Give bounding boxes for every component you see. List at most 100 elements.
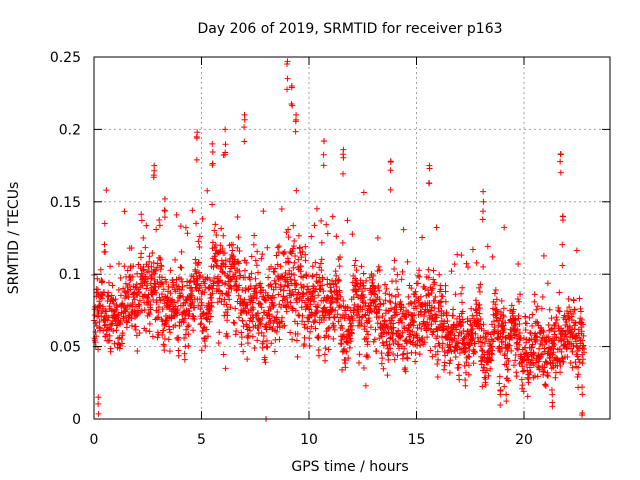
data-point bbox=[95, 400, 102, 407]
data-point bbox=[488, 321, 495, 328]
data-point bbox=[439, 293, 446, 300]
data-point bbox=[380, 365, 387, 372]
data-point bbox=[297, 263, 304, 270]
data-point bbox=[442, 282, 449, 289]
data-point bbox=[499, 318, 506, 325]
data-point bbox=[285, 258, 292, 265]
data-point bbox=[520, 388, 527, 395]
data-point bbox=[248, 270, 255, 277]
data-point bbox=[416, 351, 423, 358]
data-point bbox=[445, 323, 452, 330]
data-point bbox=[575, 364, 582, 371]
data-point bbox=[276, 336, 283, 343]
data-point bbox=[344, 217, 351, 224]
data-point bbox=[336, 263, 343, 270]
data-point bbox=[433, 314, 440, 321]
data-point bbox=[299, 318, 306, 325]
data-point bbox=[287, 329, 294, 336]
data-point bbox=[322, 357, 329, 364]
data-point bbox=[501, 224, 508, 231]
data-point bbox=[243, 322, 250, 329]
data-point bbox=[156, 217, 163, 224]
data-point bbox=[151, 287, 158, 294]
data-point bbox=[274, 244, 281, 251]
data-point bbox=[437, 286, 444, 293]
data-point bbox=[574, 374, 581, 381]
data-point bbox=[559, 241, 566, 248]
data-point bbox=[235, 292, 242, 299]
data-point bbox=[156, 294, 163, 301]
data-point bbox=[178, 276, 185, 283]
data-point bbox=[172, 322, 179, 329]
data-point bbox=[493, 307, 500, 314]
data-point bbox=[541, 364, 548, 371]
data-point bbox=[249, 318, 256, 325]
data-point bbox=[317, 260, 324, 267]
data-point bbox=[503, 391, 510, 398]
data-point bbox=[492, 301, 499, 308]
data-point bbox=[165, 283, 172, 290]
data-point bbox=[296, 294, 303, 301]
data-point bbox=[569, 348, 576, 355]
data-point bbox=[453, 326, 460, 333]
data-point bbox=[127, 277, 134, 284]
data-point bbox=[432, 318, 439, 325]
data-point bbox=[117, 275, 124, 282]
data-point bbox=[487, 331, 494, 338]
data-point bbox=[220, 232, 227, 239]
data-point bbox=[138, 217, 145, 224]
data-point bbox=[465, 353, 472, 360]
data-point bbox=[252, 285, 259, 292]
data-point bbox=[258, 329, 265, 336]
data-point bbox=[424, 321, 431, 328]
data-point bbox=[477, 281, 484, 288]
data-point bbox=[230, 319, 237, 326]
data-point bbox=[281, 248, 288, 255]
data-point bbox=[277, 263, 284, 270]
data-point bbox=[429, 315, 436, 322]
data-point bbox=[470, 360, 477, 367]
data-point bbox=[211, 253, 218, 260]
data-point bbox=[529, 341, 536, 348]
data-point bbox=[312, 259, 319, 266]
data-point bbox=[236, 314, 243, 321]
data-point bbox=[215, 273, 222, 280]
data-point bbox=[428, 289, 435, 296]
data-point bbox=[348, 338, 355, 345]
data-point bbox=[536, 345, 543, 352]
data-point bbox=[313, 307, 320, 314]
data-point bbox=[534, 303, 541, 310]
data-point bbox=[563, 318, 570, 325]
data-point bbox=[531, 298, 538, 305]
data-point bbox=[210, 264, 217, 271]
data-point bbox=[296, 244, 303, 251]
data-point bbox=[489, 253, 496, 260]
data-point bbox=[189, 287, 196, 294]
data-point bbox=[404, 350, 411, 357]
data-point bbox=[106, 303, 113, 310]
data-point bbox=[519, 382, 526, 389]
data-point bbox=[320, 138, 327, 145]
data-point bbox=[211, 274, 218, 281]
data-point bbox=[434, 333, 441, 340]
data-point bbox=[259, 251, 266, 258]
data-point bbox=[401, 345, 408, 352]
data-point bbox=[201, 280, 208, 287]
data-point bbox=[259, 314, 266, 321]
data-point bbox=[525, 356, 532, 363]
data-point bbox=[269, 313, 276, 320]
data-point bbox=[264, 244, 271, 251]
data-point bbox=[212, 258, 219, 265]
data-point bbox=[192, 256, 199, 263]
data-point bbox=[387, 345, 394, 352]
data-point bbox=[97, 302, 104, 309]
data-point bbox=[302, 251, 309, 258]
data-point bbox=[385, 349, 392, 356]
data-point bbox=[455, 332, 462, 339]
data-point bbox=[520, 368, 527, 375]
data-point bbox=[369, 276, 376, 283]
data-point bbox=[342, 364, 349, 371]
data-point bbox=[395, 328, 402, 335]
data-point bbox=[532, 318, 539, 325]
data-point bbox=[548, 326, 555, 333]
